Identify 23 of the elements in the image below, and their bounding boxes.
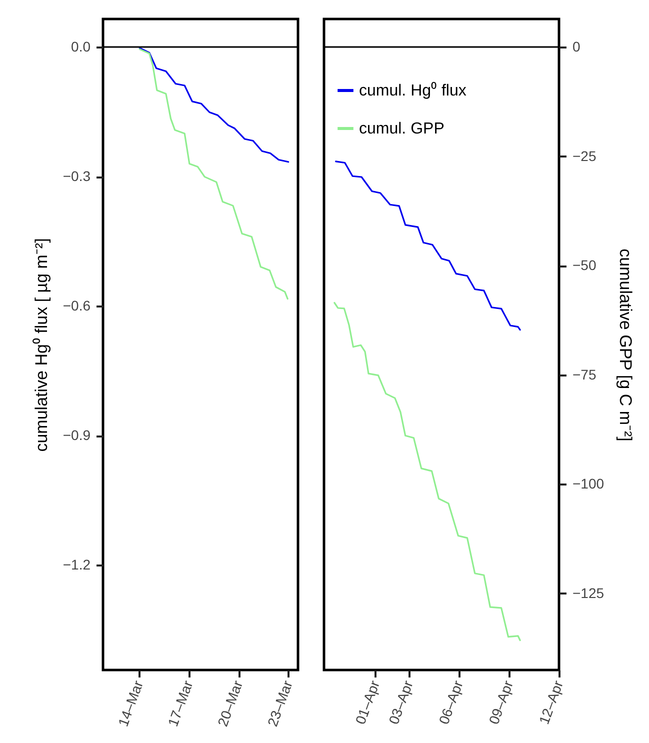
x-tick-label: 17–Mar (164, 678, 196, 728)
y2-tick-label: −100 (572, 476, 604, 492)
x-tick-label: 03–Apr (385, 678, 416, 726)
y2-tick-label: −75 (572, 366, 596, 382)
x-tick-label: 06–Apr (435, 678, 466, 726)
x-tick-label: 12–Apr (536, 678, 566, 726)
x-tick-label: 14–Mar (114, 678, 146, 728)
y2-tick-label: −125 (572, 584, 604, 601)
y-tick-label: 0.0 (71, 38, 91, 55)
x-tick-label: 20–Mar (214, 678, 246, 728)
y-tick-label: −0.3 (62, 168, 91, 184)
y2-tick-label: 0 (572, 38, 580, 54)
y-tick-label: −0.6 (62, 298, 91, 314)
y-tick-label: −0.9 (62, 427, 91, 444)
y2-tick-label: −25 (572, 148, 596, 164)
x-tick-label: 01–Apr (352, 678, 383, 726)
y2-axis-title: cumulative GPP [g C m⁻²] (616, 248, 636, 442)
y2-tick-label: −50 (572, 257, 596, 274)
y-tick-label: −1.2 (62, 556, 91, 573)
y-axis-title: cumulative Hg⁰ flux [ µg m⁻²] (32, 238, 51, 452)
legend-label: cumul. Hg⁰ flux (359, 82, 466, 100)
x-tick-label: 09–Apr (486, 678, 516, 726)
legend-label: cumul. GPP (359, 120, 444, 138)
